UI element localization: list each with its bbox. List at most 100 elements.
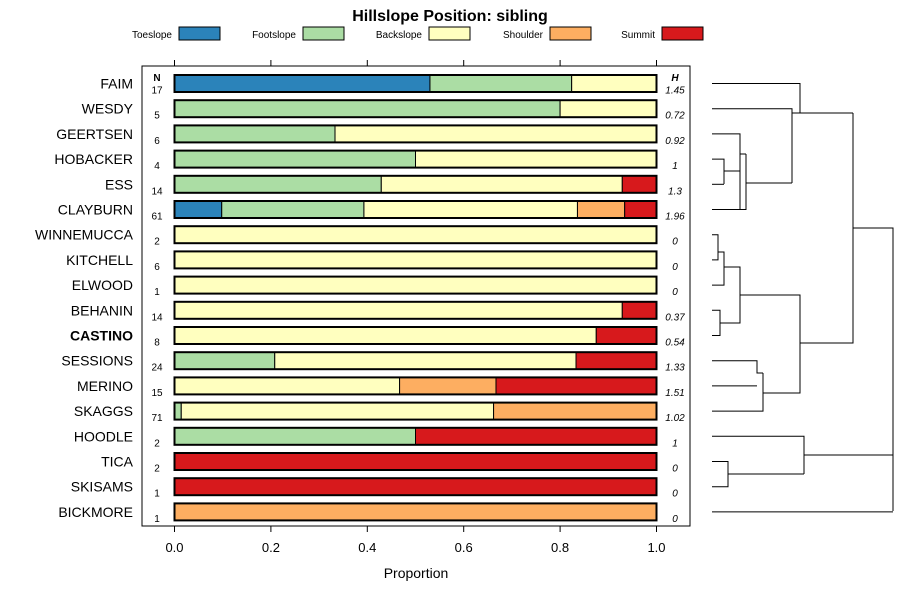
bar-segment-shoulder xyxy=(576,200,626,219)
h-value: 1.02 xyxy=(665,413,685,424)
n-value: 1 xyxy=(154,489,160,500)
h-value: 1 xyxy=(672,438,678,449)
category-label: KITCHELL xyxy=(66,252,133,268)
x-tick-label: 1.0 xyxy=(647,540,665,555)
h-value: 0 xyxy=(672,287,678,298)
dendrogram-branch xyxy=(712,234,719,261)
dendrogram-branch xyxy=(712,373,764,412)
h-value: 0 xyxy=(672,262,678,273)
category-label: SKISAMS xyxy=(71,479,133,495)
legend-swatch-toeslope xyxy=(178,26,221,41)
n-value: 24 xyxy=(151,363,163,374)
bar-segment-backslope xyxy=(380,175,623,194)
legend-label-toeslope: Toeslope xyxy=(132,30,172,41)
h-value: 0 xyxy=(672,489,678,500)
n-value: 17 xyxy=(151,86,163,97)
row-kitchell: KITCHELL 6 0 xyxy=(66,250,678,273)
bar-segment-summit xyxy=(621,301,658,320)
bar-outline xyxy=(173,124,658,144)
n-value: 8 xyxy=(154,338,160,349)
bar-segment-backslope xyxy=(559,99,657,118)
bar-segment-footslope xyxy=(174,402,182,421)
category-label: WINNEMUCCA xyxy=(35,227,134,243)
x-tick-label: 0.2 xyxy=(262,540,280,555)
n-header: N xyxy=(153,73,160,84)
dendrogram-branch xyxy=(800,113,854,344)
bar-segment-footslope xyxy=(174,427,416,446)
h-value: 0.54 xyxy=(665,338,685,349)
legend-swatch-summit xyxy=(661,26,704,41)
bar-outline xyxy=(173,174,658,194)
bar-outline xyxy=(173,275,658,295)
h-header: H xyxy=(671,73,679,84)
bar-outline xyxy=(173,401,658,421)
x-axis-label: Proportion xyxy=(384,565,449,581)
bar-outline xyxy=(173,477,658,497)
category-label: ELWOOD xyxy=(72,277,133,293)
bar-segment-shoulder xyxy=(399,376,497,395)
plot-frame xyxy=(141,65,691,527)
dendrogram-branch xyxy=(740,294,801,394)
x-tick-label: 0.8 xyxy=(551,540,569,555)
bar-segment-summit xyxy=(624,200,657,219)
category-label: MERINO xyxy=(77,378,133,394)
bar-outline xyxy=(173,250,658,270)
row-clayburn: CLAYBURN 61 1.96 xyxy=(58,200,685,223)
dendrogram-branch xyxy=(712,158,725,184)
h-value: 0.92 xyxy=(665,136,685,147)
bar-segment-summit xyxy=(595,326,657,345)
row-skaggs: SKAGGS 71 1.02 xyxy=(74,401,685,424)
bar-segment-footslope xyxy=(429,74,573,93)
bar-outline xyxy=(173,426,658,446)
row-sessions: SESSIONS 24 1.33 xyxy=(61,351,685,374)
n-value: 6 xyxy=(154,262,160,273)
bar-segment-backslope xyxy=(174,250,657,269)
h-value: 1.96 xyxy=(665,212,685,223)
dendrogram-branch xyxy=(712,461,729,488)
h-value: 0.37 xyxy=(665,312,685,323)
dendrogram-branch xyxy=(712,133,741,210)
bar-segment-shoulder xyxy=(493,402,658,421)
bar-segment-backslope xyxy=(174,301,623,320)
bar-segment-summit xyxy=(621,175,658,194)
bar-segment-footslope xyxy=(174,124,336,143)
category-label: HOODLE xyxy=(74,428,133,444)
bar-outline xyxy=(173,225,658,245)
rows: FAIM 17 1.45 WESDY 5 0.72 GEERTSEN 6 0.92 HOBACKE… xyxy=(35,74,685,525)
row-elwood: ELWOOD 1 0 xyxy=(72,275,678,298)
row-wesdy: WESDY 5 0.72 xyxy=(82,99,685,122)
bar-segment-toeslope xyxy=(174,200,223,219)
h-value: 1.33 xyxy=(665,363,685,374)
n-value: 71 xyxy=(151,413,163,424)
bar-segment-backslope xyxy=(174,276,657,295)
h-value: 1.3 xyxy=(668,186,682,197)
bar-segment-shoulder xyxy=(174,502,657,521)
bar-segment-summit xyxy=(495,376,657,395)
n-value: 2 xyxy=(154,237,160,248)
bar-outline xyxy=(173,99,658,119)
n-value: 2 xyxy=(154,438,160,449)
n-value: 14 xyxy=(151,186,163,197)
row-geertsen: GEERTSEN 6 0.92 xyxy=(56,124,685,147)
h-value: 0 xyxy=(672,237,678,248)
x-tick-label: 0.6 xyxy=(455,540,473,555)
bar-segment-summit xyxy=(174,477,657,496)
category-label: BEHANIN xyxy=(71,302,133,318)
row-ess: ESS 14 1.3 xyxy=(105,174,682,197)
dendrogram-branch xyxy=(712,360,763,374)
bar-segment-toeslope xyxy=(174,74,431,93)
category-label: TICA xyxy=(101,454,134,470)
bar-outline xyxy=(173,326,658,345)
category-label: SESSIONS xyxy=(61,353,133,369)
x-tick-label: 0.0 xyxy=(165,540,183,555)
row-hoodle: HOODLE 2 1 xyxy=(74,426,678,449)
bar-segment-backslope xyxy=(363,200,578,219)
bar-segment-summit xyxy=(415,427,657,446)
category-label: FAIM xyxy=(100,76,133,92)
bar-segment-backslope xyxy=(571,74,658,93)
h-value: 0.72 xyxy=(665,111,685,122)
bar-segment-backslope xyxy=(180,402,495,421)
bar-segment-footslope xyxy=(174,99,561,118)
bar-segment-summit xyxy=(174,452,657,471)
